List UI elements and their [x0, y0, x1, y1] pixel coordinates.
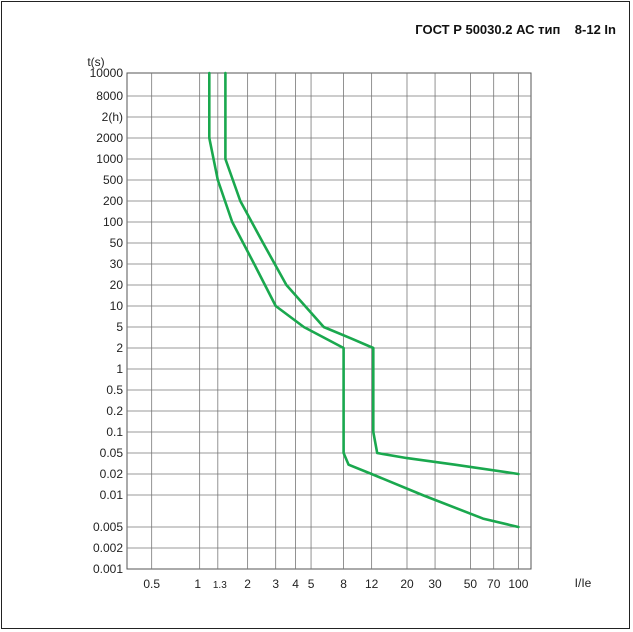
- y-tick-label: 5: [116, 320, 123, 334]
- y-tick-label: 0.002: [93, 541, 123, 555]
- x-tick-label: 20: [400, 577, 414, 591]
- x-tick-labels: 0.5 1 1.3 2 3 4 5 8 12 20 30 50 70 100: [143, 577, 528, 591]
- y-tick-label: 1: [116, 362, 123, 376]
- curves: [208, 71, 520, 529]
- y-tick-label: 2(h): [102, 110, 123, 124]
- x-tick-label: 100: [508, 577, 528, 591]
- y-tick-label: 0.1: [106, 425, 123, 439]
- y-tick-label: 2: [116, 341, 123, 355]
- y-tick-labels: 0.001 0.002 0.005 0.01 0.02 0.05 0.1 0.2 0.5 1 2 5 1…: [90, 66, 124, 576]
- y-tick-label: 50: [110, 236, 124, 250]
- y-tick-label: 0.001: [93, 562, 123, 576]
- trip-curve: [208, 71, 520, 529]
- chart-title: ГОСТ Р 50030.2 АС тип 8-12 In: [415, 22, 616, 37]
- plot-area: [126, 72, 532, 570]
- y-tick-label: 0.5: [106, 383, 123, 397]
- y-tick-label: 10000: [90, 66, 124, 80]
- x-tick-label: 8: [340, 577, 347, 591]
- trip-curve: [224, 71, 520, 476]
- x-axis-label: I/Ie: [575, 576, 592, 590]
- y-tick-label: 30: [110, 257, 124, 271]
- x-tick-label: 1: [194, 577, 201, 591]
- y-tick-label: 0.01: [100, 488, 124, 502]
- x-tick-label: 2: [244, 577, 251, 591]
- y-tick-label: 0.2: [106, 404, 123, 418]
- x-tick-label: 3: [272, 577, 279, 591]
- x-tick-label: 70: [487, 577, 501, 591]
- y-tick-label: 8000: [96, 89, 123, 103]
- y-tick-label: 0.005: [93, 520, 123, 534]
- y-tick-label: 1000: [96, 152, 123, 166]
- y-axis-label: t(s): [87, 55, 104, 69]
- y-tick-label: 500: [103, 173, 123, 187]
- x-tick-label: 1.3: [213, 580, 227, 591]
- x-tick-label: 30: [428, 577, 442, 591]
- x-tick-label: 50: [464, 577, 478, 591]
- x-tick-label: 5: [308, 577, 315, 591]
- y-tick-label: 20: [110, 278, 124, 292]
- y-tick-label: 0.02: [100, 467, 124, 481]
- x-tick-label: 12: [365, 577, 379, 591]
- y-tick-label: 0.05: [100, 446, 124, 460]
- x-tick-label: 0.5: [143, 577, 160, 591]
- y-tick-label: 200: [103, 194, 123, 208]
- y-tick-label: 100: [103, 215, 123, 229]
- grid: [127, 73, 531, 569]
- y-tick-label: 2000: [96, 131, 123, 145]
- x-tick-label: 4: [292, 577, 299, 591]
- y-tick-label: 10: [110, 299, 124, 313]
